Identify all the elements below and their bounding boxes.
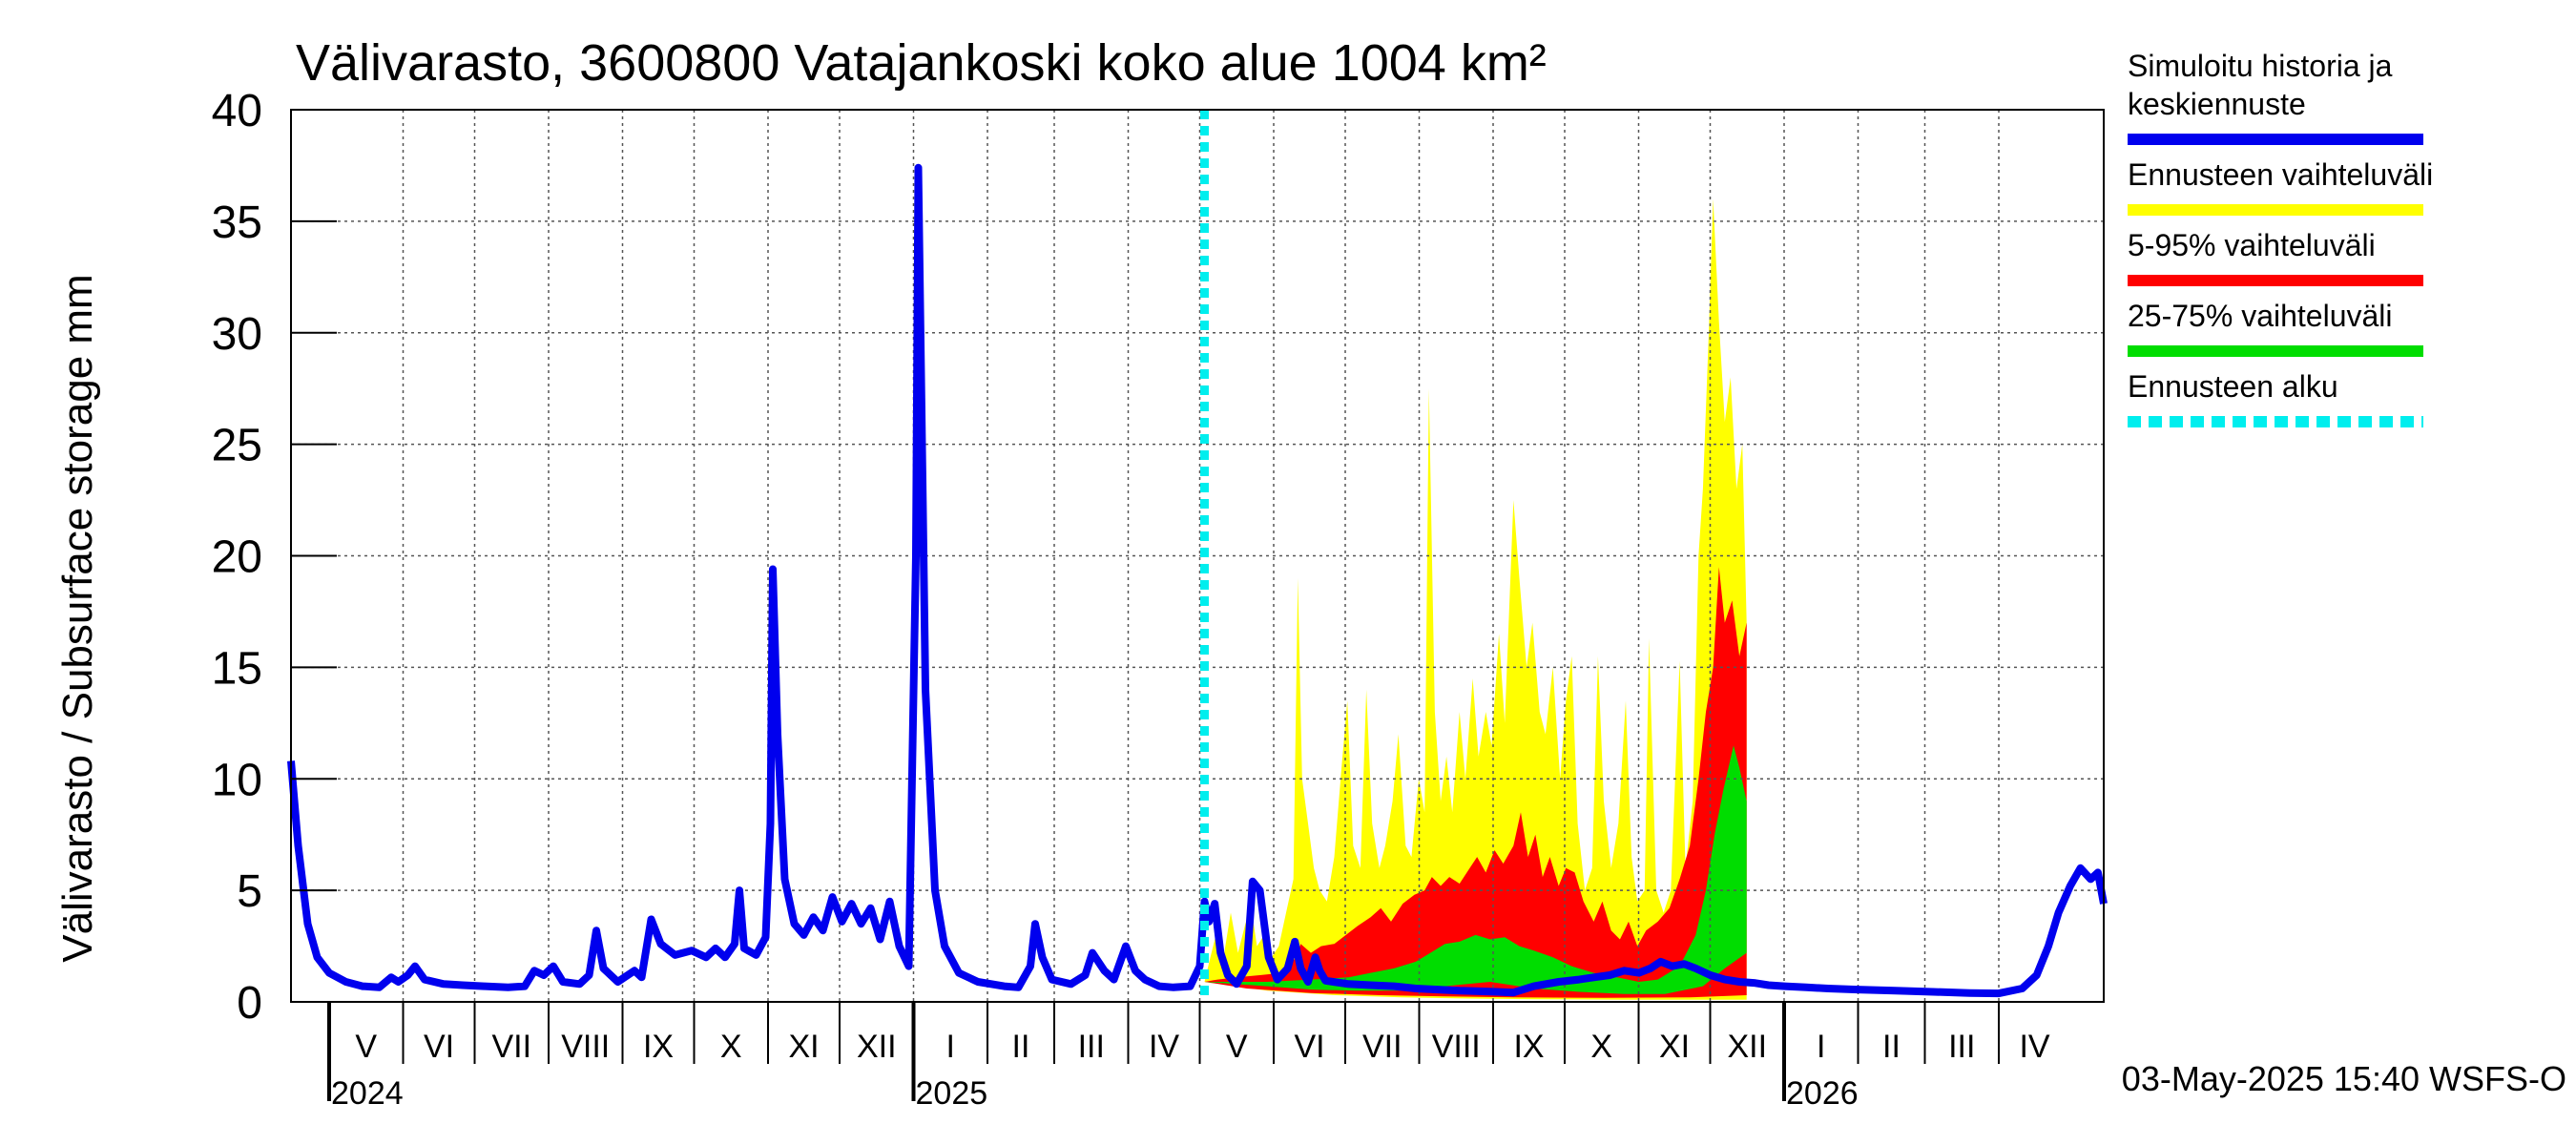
- x-tick-label-month: VI: [1294, 1029, 1324, 1065]
- y-axis-label: Välivarasto / Subsurface storage mm: [54, 274, 101, 962]
- x-tick-label-month: III: [1078, 1029, 1105, 1065]
- legend-label: keskiennuste: [2128, 87, 2306, 121]
- legend-label: Ennusteen alku: [2128, 369, 2338, 404]
- series-line-simulated: [287, 163, 2108, 998]
- x-tick-label-month: VI: [424, 1029, 454, 1065]
- x-tick-label-month: I: [1817, 1029, 1825, 1065]
- y-tick-label: 5: [237, 866, 262, 917]
- x-tick-label-year: 2024: [331, 1075, 404, 1112]
- x-tick-label-month: III: [1948, 1029, 1975, 1065]
- x-tick-label-month: XII: [857, 1029, 897, 1065]
- x-tick-label-month: XI: [1659, 1029, 1690, 1065]
- legend-label: 5-95% vaihteluväli: [2128, 228, 2376, 262]
- chart-title: Välivarasto, 3600800 Vatajankoski koko a…: [296, 34, 1547, 92]
- y-tick-label: 0: [237, 978, 262, 1029]
- x-tick-label-month: IV: [1149, 1029, 1179, 1065]
- x-tick-label-year: 2026: [1786, 1075, 1859, 1112]
- y-tick-label: 20: [212, 532, 262, 583]
- legend-label: Ennusteen vaihteluväli: [2128, 157, 2433, 192]
- legend-label: Simuloitu historia ja: [2128, 49, 2393, 83]
- band-yellow-range: [1204, 198, 1747, 1000]
- x-tick-label-month: V: [1226, 1029, 1248, 1065]
- y-tick-label: 40: [212, 86, 262, 136]
- y-tick-label: 30: [212, 309, 262, 360]
- x-tick-label-month: X: [1590, 1029, 1612, 1065]
- x-tick-label-month: II: [1882, 1029, 1901, 1065]
- y-tick-label: 15: [212, 643, 262, 694]
- x-tick-label-month: VIII: [561, 1029, 610, 1065]
- x-tick-label-month: VII: [1362, 1029, 1402, 1065]
- y-tick-label: 35: [212, 198, 262, 248]
- x-tick-label-month: IX: [1513, 1029, 1544, 1065]
- x-tick-label-year: 2025: [916, 1075, 988, 1112]
- y-tick-label: 25: [212, 421, 262, 471]
- x-tick-label-month: XI: [788, 1029, 819, 1065]
- y-tick-label: 10: [212, 755, 262, 805]
- plot-background: [291, 110, 2104, 1002]
- x-tick-label-month: VIII: [1432, 1029, 1481, 1065]
- legend-label: 25-75% vaihteluväli: [2128, 299, 2393, 333]
- footer-timestamp: 03-May-2025 15:40 WSFS-O: [2122, 1059, 2566, 1098]
- legend: Simuloitu historia ja keskiennuste Ennuste…: [2128, 49, 2433, 427]
- x-tick-label-month: IV: [2019, 1029, 2049, 1065]
- x-tick-label-month: I: [946, 1029, 955, 1065]
- x-tick-label-month: X: [720, 1029, 742, 1065]
- x-tick-label-month: II: [1012, 1029, 1030, 1065]
- x-tick-label-month: IX: [643, 1029, 674, 1065]
- x-tick-label-month: VII: [491, 1029, 531, 1065]
- x-tick-label-month: XII: [1727, 1029, 1767, 1065]
- plot-area: [287, 110, 2108, 1002]
- x-tick-label-month: V: [355, 1029, 377, 1065]
